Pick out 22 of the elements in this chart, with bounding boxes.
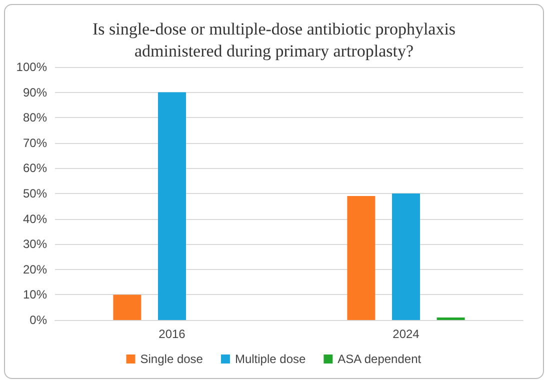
y-tick-label: 50% bbox=[22, 186, 48, 200]
y-tick-label: 90% bbox=[22, 85, 48, 100]
legend-label: Single dose bbox=[140, 352, 204, 366]
chart-title: Is single-dose or multiple-dose antibiotic prophylaxis administered during primary artroplasty? bbox=[92, 20, 456, 60]
bar bbox=[158, 92, 186, 320]
y-tick-label: 100% bbox=[16, 60, 48, 74]
bar bbox=[392, 194, 420, 320]
legend-label: ASA dependent bbox=[338, 352, 422, 366]
bar bbox=[113, 294, 142, 320]
y-tick-label: 80% bbox=[22, 110, 48, 125]
y-tick-label: 0% bbox=[30, 313, 48, 327]
y-tick-label: 70% bbox=[22, 136, 48, 150]
y-tick-label: 40% bbox=[22, 212, 48, 226]
y-tick-label: 20% bbox=[22, 262, 48, 276]
x-tick-label: 2016 bbox=[158, 327, 186, 341]
legend-label: Multiple dose bbox=[234, 352, 306, 366]
bar bbox=[436, 317, 465, 320]
x-tick-label: 2024 bbox=[392, 327, 420, 341]
y-tick-label: 30% bbox=[22, 237, 48, 252]
y-tick-label: 60% bbox=[22, 161, 48, 176]
y-tick-label: 10% bbox=[22, 288, 48, 302]
bar bbox=[347, 196, 376, 320]
